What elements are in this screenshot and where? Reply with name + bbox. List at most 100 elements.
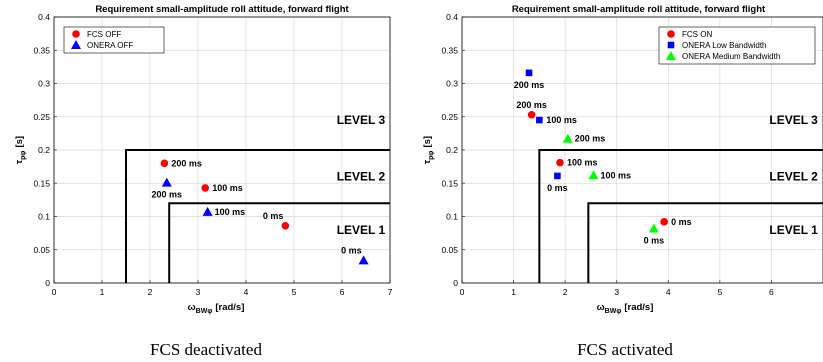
data-label: 200 ms [516,100,547,110]
y-axis-label: τpφ [s] [14,136,27,164]
legend-marker [71,40,81,49]
legend-entry: ONERA Low Bandwidth [682,41,767,50]
data-point [201,184,209,192]
level-boundary-line [587,202,823,283]
axes-box [461,16,823,284]
chart-title: Requirement small-amplitude roll attitud… [95,4,349,15]
level-label: LEVEL 2 [769,170,818,184]
level-label: LEVEL 3 [769,113,818,127]
caption-fcs-deactivated: FCS deactivated [150,340,262,359]
level-boundary-line [125,149,390,283]
y-axis-unit: [s] [14,136,25,148]
y-tick-label: 0.1 [446,212,458,222]
y-tick-label: 0.35 [441,45,458,55]
level-label: LEVEL 1 [337,223,386,237]
x-tick-label: 4 [666,287,671,297]
level-label: LEVEL 3 [337,113,386,127]
data-label: 100 ms [212,183,243,193]
legend-marker [667,41,675,49]
data-label: 0 ms [341,245,362,255]
legend-entry: FCS OFF [87,30,121,39]
legend-marker [667,30,675,38]
y-tick-label: 0.4 [38,12,50,22]
x-tick-label: 3 [196,287,201,297]
level-label: LEVEL 2 [337,170,386,184]
data-label: 200 ms [152,190,183,200]
legend-marker [72,30,80,38]
y-tick-label: 0.3 [38,79,50,89]
y-tick-label: 0.15 [441,178,458,188]
data-point [660,218,668,226]
data-label: 0 ms [263,211,284,221]
y-axis-label: τpφ [s] [422,136,435,164]
x-axis-subscript: BWφ [196,308,213,315]
data-point [202,206,213,216]
x-tick-label: 1 [100,287,105,297]
data-label: 100 ms [601,170,632,180]
y-axis-symbol: τ [14,159,25,164]
legend-box [658,26,816,65]
data-point [160,159,169,168]
y-axis-subscript: pφ [428,151,435,160]
x-axis-symbol: ω [597,302,605,313]
data-point [161,177,172,187]
y-axis-subscript: pφ [20,151,27,160]
y-tick-label: 0.05 [441,245,458,255]
data-label: 200 ms [171,158,202,168]
data-label: 100 ms [215,207,246,217]
x-tick-label: 6 [340,287,345,297]
x-tick-label: 2 [563,287,568,297]
x-tick-label: 0 [460,287,465,297]
chart-title: Requirement small-amplitude roll attitud… [512,4,766,15]
legend-entry: ONERA OFF [87,41,133,50]
x-axis-unit: [rad/s] [215,302,244,313]
caption-fcs-activated: FCS activated [577,340,673,359]
x-axis-symbol: ω [188,302,196,313]
y-tick-label: 0.05 [33,245,50,255]
legend-entry: FCS ON [682,30,712,39]
x-tick-label: 5 [717,287,722,297]
x-tick-label: 1 [511,287,516,297]
x-tick-label: 0 [52,287,57,297]
y-tick-label: 0.25 [33,112,50,122]
y-tick-label: 0.3 [446,79,458,89]
level-label: LEVEL 1 [769,223,818,237]
data-label: 200 ms [514,80,545,90]
level-boundary-line [168,202,390,283]
y-tick-label: 0.4 [446,12,458,22]
data-point [554,172,561,180]
y-axis-symbol: τ [422,159,433,164]
x-tick-label: 6 [769,287,774,297]
legend-entry: ONERA Medium Bandwidth [682,52,780,61]
data-point [588,170,599,180]
data-point [536,116,543,124]
x-axis-subscript: BWφ [605,308,622,315]
x-axis-label: ωBWφ [rad/s] [188,302,245,315]
axes-box [53,16,391,284]
data-point [525,69,533,77]
y-tick-label: 0.35 [33,45,50,55]
chart-fcs-activated: 0 1 2 3 4 5 6 0 0.05 0.1 0.15 0.2 0.25 0.3 0.35 0.4 LEVE… [422,4,823,315]
chart-fcs-deactivated: 0 1 2 3 4 5 6 7 0 0.05 0.1 0.15 0.2 0.25 0.3 0.35 0.4 LEV… [14,4,393,315]
y-tick-label: 0.25 [441,112,458,122]
x-tick-label: 7 [388,287,393,297]
y-tick-label: 0.15 [33,178,50,188]
level-boundary-line [538,149,823,283]
x-tick-label: 5 [292,287,297,297]
data-point [527,110,536,119]
data-label: 100 ms [567,158,598,168]
data-label: 0 ms [671,217,692,227]
y-tick-label: 0.1 [38,212,50,222]
data-point [281,222,290,230]
x-tick-label: 3 [614,287,619,297]
data-label: 0 ms [644,235,665,245]
x-axis-label: ωBWφ [rad/s] [597,302,654,315]
y-tick-label: 0.2 [38,145,50,155]
y-axis-unit: [s] [422,136,433,148]
x-axis-unit: [rad/s] [624,302,653,313]
data-label: 200 ms [575,134,606,144]
legend-marker [666,51,676,60]
data-point [358,255,369,265]
data-point [562,133,573,143]
